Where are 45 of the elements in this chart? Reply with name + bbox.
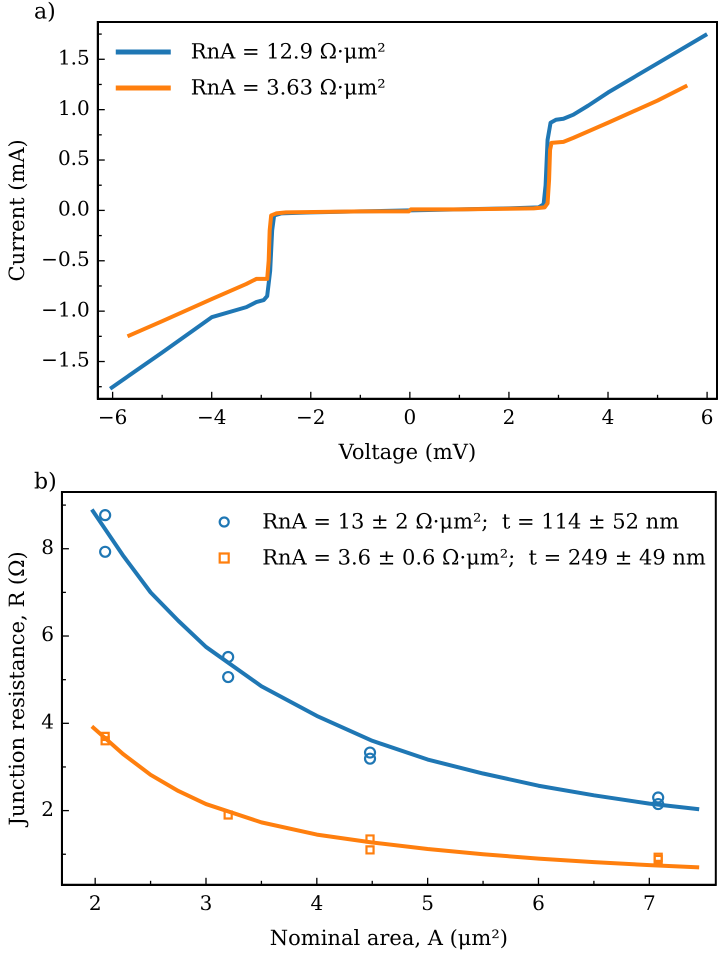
x-tick-label: −6 bbox=[98, 405, 128, 430]
y-tick-label: −0.5 bbox=[41, 246, 90, 271]
y-tick-label: −1.5 bbox=[41, 348, 90, 372]
point bbox=[222, 670, 234, 684]
point bbox=[99, 509, 112, 522]
point bbox=[222, 650, 234, 664]
point bbox=[365, 834, 375, 844]
x-tick-label: 6 bbox=[700, 405, 714, 430]
x-tick-label: −2 bbox=[296, 405, 326, 430]
x-tick-label: 4 bbox=[310, 891, 324, 916]
y-tick-label: 2 bbox=[41, 796, 54, 821]
x-tick-label: −4 bbox=[196, 405, 226, 430]
legend-label: RnA = 3.6 ± 0.6 Ω·μm²; t = 249 ± 49 nm bbox=[262, 545, 706, 570]
text: b) bbox=[34, 470, 57, 495]
y-tick-label: 4 bbox=[41, 710, 54, 734]
y-tick-label: −1.0 bbox=[41, 297, 90, 322]
y-tick-label: 0.0 bbox=[58, 196, 90, 221]
x-tick-label: 5 bbox=[421, 891, 434, 916]
legend-label: RnA = 13 ± 2 Ω·μm²; t = 114 ± 52 nm bbox=[262, 509, 680, 534]
legend-label: RnA = 12.9 Ω·μm² bbox=[190, 39, 386, 64]
x-tick-label: 3 bbox=[200, 891, 212, 916]
point bbox=[652, 791, 664, 804]
point bbox=[99, 546, 112, 558]
point bbox=[364, 752, 376, 765]
y-tick-label: 6 bbox=[41, 622, 54, 646]
y-tick-label: 1.5 bbox=[58, 45, 90, 70]
text: a) bbox=[34, 0, 56, 25]
point bbox=[365, 845, 375, 855]
x-tick-label: 7 bbox=[642, 891, 656, 916]
point bbox=[224, 810, 233, 820]
x-axis-title: Nominal area, A (μm²) bbox=[270, 926, 508, 950]
y-axis-title: Current (mA) bbox=[5, 139, 30, 282]
y-axis-title: Junction resistance, R (Ω) bbox=[5, 551, 30, 828]
x-tick-label: 0 bbox=[403, 405, 416, 430]
point bbox=[652, 798, 664, 810]
x-tick-label: 4 bbox=[602, 405, 614, 430]
legend-label: RnA = 3.63 Ω·μm² bbox=[190, 75, 386, 100]
x-tick-label: 6 bbox=[532, 891, 545, 916]
x-axis-title: Voltage (mV) bbox=[338, 440, 476, 464]
point bbox=[654, 852, 663, 862]
y-tick-label: 8 bbox=[41, 534, 54, 559]
y-tick-label: 1.0 bbox=[58, 96, 90, 120]
x-tick-label: 2 bbox=[502, 405, 516, 430]
point bbox=[364, 746, 376, 759]
y-tick-label: 0.5 bbox=[58, 146, 90, 170]
